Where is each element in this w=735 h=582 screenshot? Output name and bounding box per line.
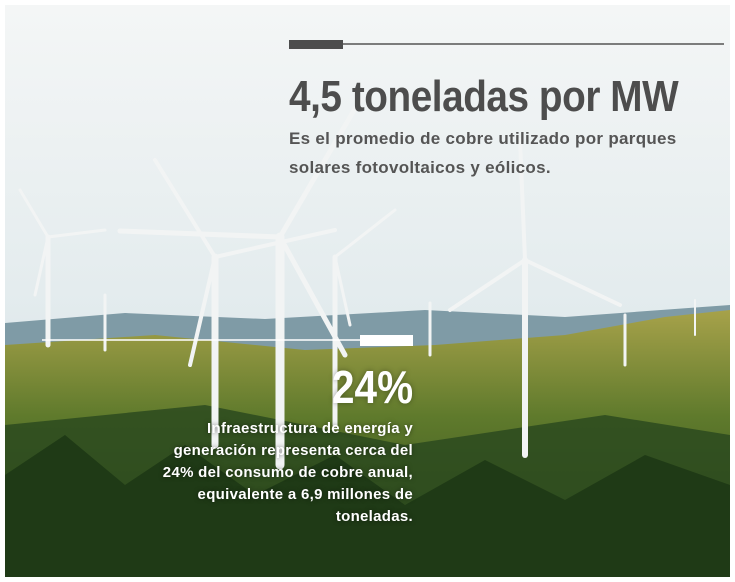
text-line: solares fotovoltaicos y eólicos. xyxy=(289,153,677,182)
top-stat-description: Es el promedio de cobre utilizado por pa… xyxy=(289,124,677,182)
text-line: Infraestructura de energía y xyxy=(163,418,413,440)
text-line: generación representa cerca del xyxy=(163,440,413,462)
top-stat-value: 4,5 toneladas por MW xyxy=(289,72,678,122)
bottom-stat-description: Infraestructura de energía y generación … xyxy=(163,418,413,528)
bottom-stat-value: 24% xyxy=(332,360,413,414)
accent-bar xyxy=(360,335,413,346)
text-line: equivalente a 6,9 millones de xyxy=(163,484,413,506)
text-line: toneladas. xyxy=(163,506,413,528)
text-line: 24% del consumo de cobre anual, xyxy=(163,462,413,484)
text-line: Es el promedio de cobre utilizado por pa… xyxy=(289,124,677,153)
accent-bar xyxy=(289,40,343,49)
infographic: 4,5 toneladas por MW Es el promedio de c… xyxy=(0,0,735,582)
